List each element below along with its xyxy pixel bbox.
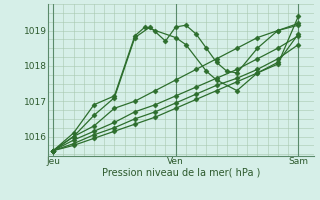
X-axis label: Pression niveau de la mer( hPa ): Pression niveau de la mer( hPa ) bbox=[102, 168, 260, 178]
